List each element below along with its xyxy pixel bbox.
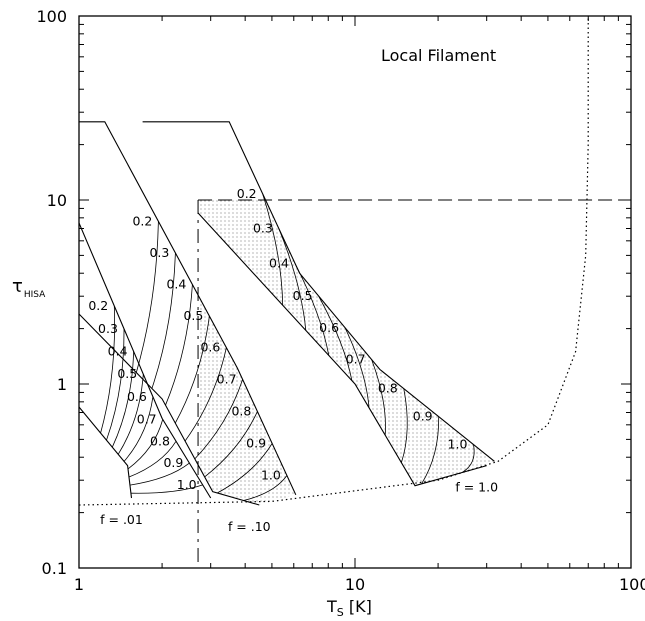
band-2-contour-0.6 xyxy=(184,347,227,442)
band-1-upper-edge xyxy=(79,222,212,499)
band-2-contour-0.8 xyxy=(204,411,258,478)
band-2-contour-0.3 xyxy=(151,252,176,389)
band-1-level-0.5: 0.5 xyxy=(117,366,137,381)
y-tick-label: 1 xyxy=(57,375,67,394)
band-1-level-0.2: 0.2 xyxy=(88,298,108,313)
band-2-contour-0.2 xyxy=(135,221,159,373)
band-3-level-1.0: 1.0 xyxy=(448,437,468,452)
band-1-contour-0.5 xyxy=(117,374,144,455)
band-1-contour-0.9 xyxy=(129,462,190,486)
band-3-contour-0.9 xyxy=(421,416,440,485)
band-1-level-0.6: 0.6 xyxy=(127,389,147,404)
y-tick-label: 100 xyxy=(36,7,67,26)
y-tick-label: 0.1 xyxy=(42,559,67,578)
band-1-f-label: f = .01 xyxy=(100,512,143,527)
band-1-level-0.9: 0.9 xyxy=(163,455,183,470)
band-3-level-0.8: 0.8 xyxy=(378,381,398,396)
band-2-contour-0.5 xyxy=(174,316,210,424)
band-3-contour-0.2 xyxy=(262,193,284,306)
band-2-lower-edge xyxy=(79,313,260,506)
band-2-upper-edge xyxy=(79,121,297,496)
shaded-band-3 xyxy=(198,200,495,486)
limit-lines xyxy=(79,16,631,568)
band-2-level-0.4: 0.4 xyxy=(166,277,186,292)
plot-frame xyxy=(78,15,632,569)
band-3-upper-edge xyxy=(142,121,495,462)
band-1-contour-0.8 xyxy=(128,441,177,478)
band-3-level-0.9: 0.9 xyxy=(413,409,433,424)
band-1-level-0.8: 0.8 xyxy=(150,433,170,448)
band-3-contour-0.4 xyxy=(294,263,330,356)
x-tick-label: 10 xyxy=(345,575,365,594)
band-2-contour-0.9 xyxy=(217,443,273,494)
band-2-level-1.0: 1.0 xyxy=(261,468,281,483)
x-tick-label: 1 xyxy=(74,575,84,594)
band-2-level-0.2: 0.2 xyxy=(132,213,152,228)
band-1-contour-0.7 xyxy=(127,419,164,470)
band-3-contour-0.8 xyxy=(401,388,408,463)
band-1-contour-0.3 xyxy=(106,328,125,441)
svg-text:TS [K]: TS [K] xyxy=(326,597,372,619)
band-2-level-0.7: 0.7 xyxy=(217,371,237,386)
band-1-contour-0.4 xyxy=(111,351,134,448)
band-2-level-0.9: 0.9 xyxy=(246,436,266,451)
band-3-contour-1.0 xyxy=(461,444,475,473)
band-2-level-0.3: 0.3 xyxy=(149,245,169,260)
band-2-contour-1.0 xyxy=(243,475,288,501)
y-axis-label: τHISA xyxy=(12,276,46,300)
shaded-valid-region xyxy=(198,200,495,505)
axis-ticks: 1 10 100 0.1 1 10 100 xyxy=(36,7,645,594)
band-3-f-label: f = 1.0 xyxy=(455,480,498,495)
band-2-f-label: f = .10 xyxy=(228,519,271,534)
shaded-band-2 xyxy=(198,295,296,505)
band-1-level-0.3: 0.3 xyxy=(98,321,118,336)
band-1-contour-0.6 xyxy=(123,396,154,462)
band-labels: 0.2 0.3 0.4 0.5 0.6 0.7 0.8 0.9 1.0 f = .01 0.2 0.3… xyxy=(88,186,498,534)
band-3-contour-0.5 xyxy=(318,295,353,381)
band-3-level-0.5: 0.5 xyxy=(293,288,313,303)
band-1-contour-0.2 xyxy=(100,306,115,434)
band-2-contour-0.4 xyxy=(165,284,193,406)
x-tick-label: 100 xyxy=(619,575,645,594)
band-1-level-0.7: 0.7 xyxy=(137,412,157,427)
x-axis-label: TS [K] xyxy=(326,597,372,619)
band-2-level-0.6: 0.6 xyxy=(200,340,220,355)
band-3-level-0.7: 0.7 xyxy=(346,352,366,367)
band-3-level-0.2: 0.2 xyxy=(237,186,257,201)
band-3-contour-0.6 xyxy=(344,327,370,408)
band-2-level-0.8: 0.8 xyxy=(231,403,251,418)
band-1-level-0.4: 0.4 xyxy=(108,344,128,359)
band-curves xyxy=(79,121,495,506)
band-1-contour-1.0 xyxy=(130,484,203,494)
band-3-level-0.4: 0.4 xyxy=(269,255,289,270)
svg-text:τHISA: τHISA xyxy=(12,276,46,300)
outer-envelope-dotted xyxy=(79,16,589,506)
band-3-level-0.3: 0.3 xyxy=(253,221,273,236)
y-tick-label: 10 xyxy=(47,191,67,210)
band-3-level-0.6: 0.6 xyxy=(319,320,339,335)
band-2-level-0.5: 0.5 xyxy=(183,308,203,323)
band-2-contour-0.7 xyxy=(194,379,243,460)
band-3-contour-0.7 xyxy=(371,359,386,436)
band-3-contour-0.3 xyxy=(278,228,307,331)
chart-title: Local Filament xyxy=(381,46,496,65)
band-1-lower-edge xyxy=(79,406,133,499)
band-1-level-1.0: 1.0 xyxy=(177,477,197,492)
